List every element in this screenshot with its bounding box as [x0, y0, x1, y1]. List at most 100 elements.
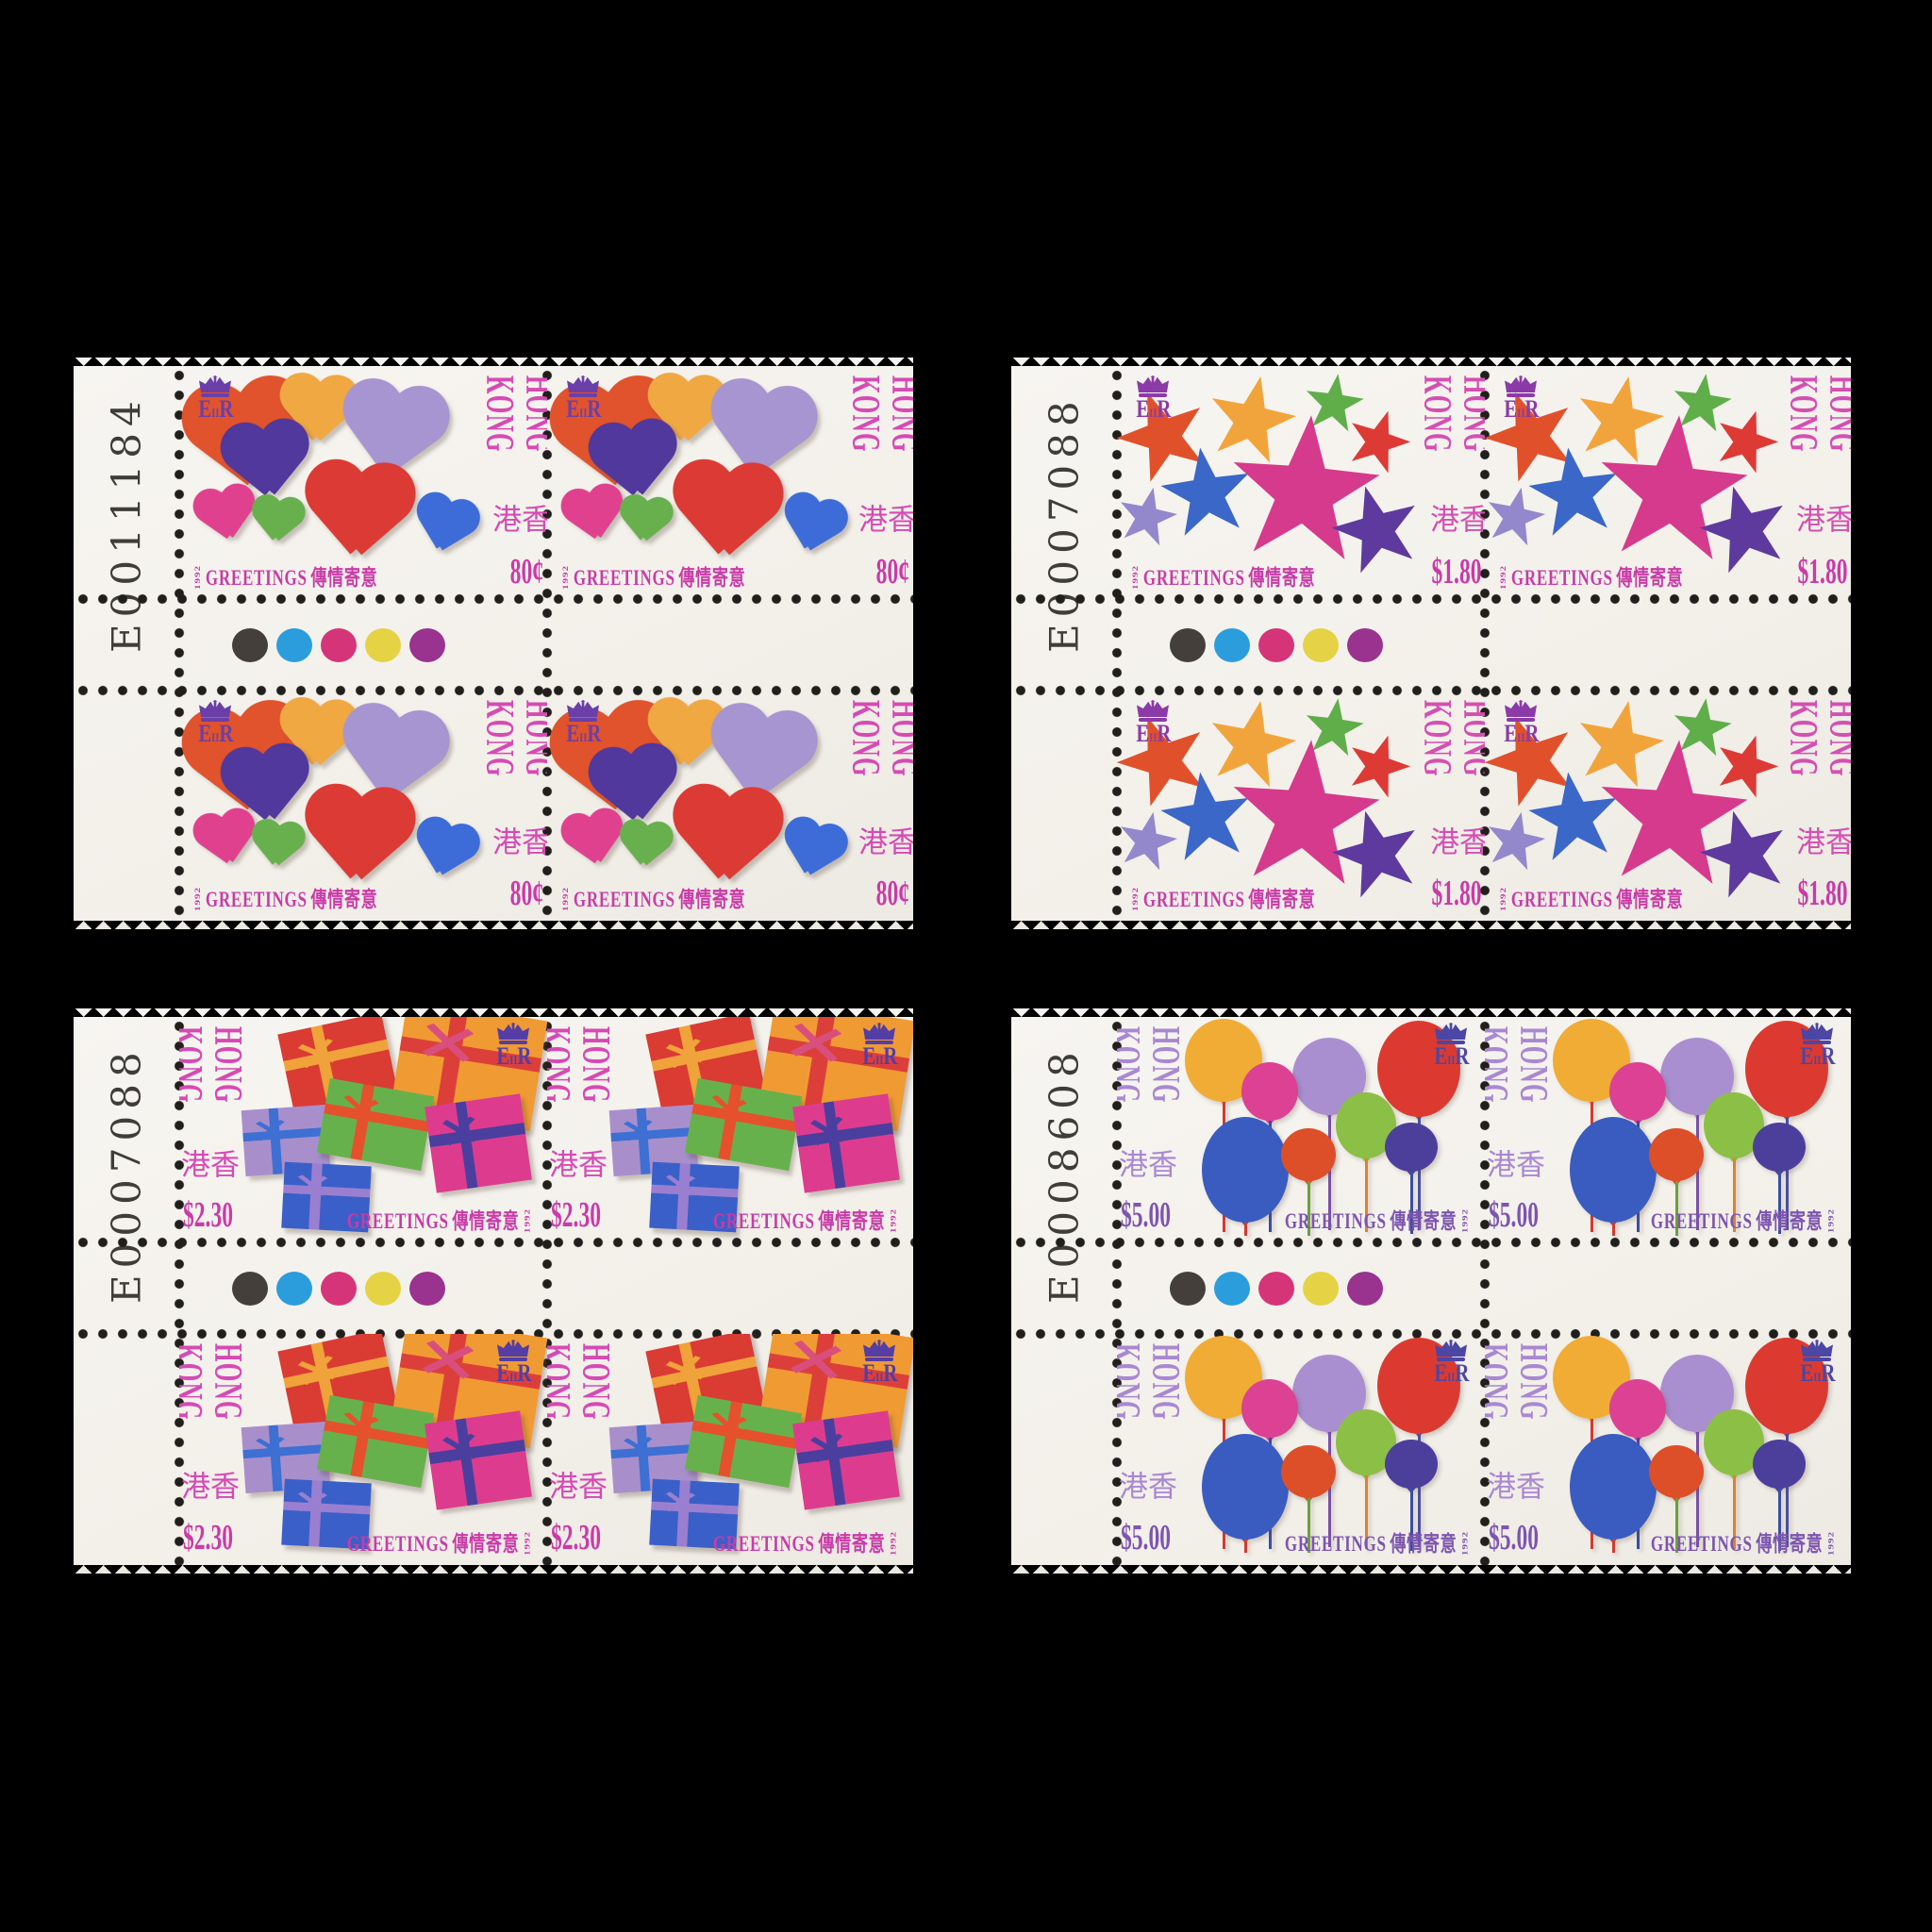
ribbon-bow	[790, 1340, 842, 1380]
heart-shape	[773, 491, 851, 565]
crown-band-icon	[569, 718, 597, 722]
greeting-text-en: GREETINGS	[1651, 1208, 1753, 1233]
stamp: EIIR HONG KONG 香港 $5.00 1992 GREETINGS 傳…	[1485, 1017, 1851, 1242]
stamp: EIIR HONG KONG 香港 $2.30 1992 GREETINGS 傳…	[179, 1017, 547, 1242]
color-dot	[1347, 627, 1383, 662]
heart-shape	[773, 815, 851, 890]
perforation-edge-bottom	[74, 1565, 913, 1574]
color-dot	[321, 627, 357, 662]
country-column: HONG KONG 香港 $5.00	[1117, 1343, 1187, 1556]
greeting-text-en: GREETINGS	[347, 1531, 449, 1556]
perforation-line-horizontal	[74, 685, 913, 696]
issue-year: 1992	[193, 565, 203, 590]
cypher-letters: EIIR	[496, 1042, 532, 1070]
balloon-shape	[1609, 1379, 1666, 1549]
stamp: EIIR HONG KONG 香港 80¢ 1992 GREETINGS 傳情寄…	[547, 366, 913, 599]
perforation-edge-right	[1851, 1017, 1859, 1565]
perforation-line-vertical	[174, 366, 185, 921]
ribbon-bow	[297, 1355, 338, 1386]
stamp: EIIR HONG KONG 香港 $1.80 1992 GREETINGS 傳…	[1485, 366, 1851, 599]
country-name-zh: 香港	[1117, 1470, 1176, 1506]
crown-band-icon	[1437, 1041, 1465, 1044]
greeting-text-zh: 傳情寄意	[1390, 1208, 1457, 1233]
ribbon-bow	[422, 1023, 475, 1063]
royal-cypher-eiir: EIIR	[1500, 375, 1541, 422]
heart-shape	[298, 462, 418, 574]
crown-icon	[1505, 700, 1537, 717]
issue-year: 1992	[1131, 565, 1141, 590]
greeting-text-en: GREETINGS	[205, 565, 308, 590]
crown-band-icon	[1507, 718, 1535, 722]
stamp-block-hearts-80c: E0011184 EIIR HONG KONG 香港 80¢ 1992 GREE…	[65, 358, 922, 929]
cypher-letters: EIIR	[862, 1359, 898, 1387]
heart-shape	[247, 495, 307, 551]
gift-box-shape	[792, 1093, 900, 1193]
country-column: HONG KONG 香港 80¢	[843, 375, 913, 590]
traffic-light-color-dots	[232, 627, 445, 662]
cypher-letters: EIIR	[862, 1042, 898, 1070]
royal-cypher-eiir: EIIR	[1796, 1023, 1838, 1069]
perforation-line-horizontal	[74, 1237, 913, 1248]
royal-cypher-eiir: EIIR	[194, 700, 236, 746]
greeting-text-zh: 傳情寄意	[818, 1208, 886, 1233]
heart-shape	[666, 787, 786, 898]
perforation-line-vertical	[541, 366, 553, 921]
country-name-zh: 香港	[1425, 826, 1485, 862]
royal-cypher-eiir: EIIR	[492, 1340, 534, 1386]
stamp: EIIR HONG KONG 香港 $5.00 1992 GREETINGS 傳…	[1117, 1334, 1485, 1565]
star-shape	[1338, 401, 1419, 482]
ribbon-bow	[256, 1120, 286, 1141]
ribbon-bow	[442, 1433, 478, 1463]
stamp: EIIR HONG KONG 香港 $5.00 1992 GREETINGS 傳…	[1485, 1334, 1851, 1565]
gutter-margin	[1011, 599, 1851, 691]
perforation-line-vertical	[1479, 366, 1491, 921]
issue-year: 1992	[524, 1531, 532, 1556]
perforation-edge-right	[913, 366, 922, 921]
balloon-shape	[1660, 1355, 1734, 1547]
greetings-line: 1992 GREETINGS 傳情寄意	[561, 565, 746, 590]
issue-year: 1992	[890, 1531, 898, 1556]
country-name-zh: 香港	[854, 826, 913, 862]
perforation-line-vertical	[1111, 366, 1123, 921]
balloon-shape	[1385, 1123, 1438, 1234]
denomination: $1.80	[1796, 552, 1847, 591]
greeting-text-zh: 傳情寄意	[452, 1208, 520, 1233]
denomination: $1.80	[1430, 552, 1481, 591]
crown-band-icon	[1803, 1357, 1831, 1361]
greeting-text-en: GREETINGS	[573, 887, 675, 911]
greeting-text-zh: 傳情寄意	[1616, 887, 1684, 911]
traffic-light-color-dots	[1170, 1271, 1383, 1306]
greeting-text-zh: 傳情寄意	[310, 565, 378, 590]
crown-icon	[199, 700, 231, 717]
denomination: 80¢	[875, 874, 909, 913]
balloon-shape	[1570, 1117, 1657, 1236]
crown-icon	[863, 1023, 895, 1040]
ribbon-bow	[708, 1094, 748, 1123]
greeting-text-zh: 傳情寄意	[1248, 887, 1316, 911]
stamp: EIIR HONG KONG 香港 $1.80 1992 GREETINGS 傳…	[1117, 366, 1485, 599]
traffic-light-color-dots	[232, 1271, 445, 1306]
country-column: HONG KONG 香港 $5.00	[1485, 1026, 1555, 1233]
star-shape	[1155, 441, 1259, 546]
balloon-shape	[1281, 1128, 1336, 1236]
country-name-zh: 香港	[1791, 504, 1851, 540]
balloon-shape	[1609, 1062, 1666, 1232]
greeting-text-zh: 傳情寄意	[678, 565, 746, 590]
royal-cypher-eiir: EIIR	[1796, 1340, 1838, 1386]
ribbon-bow	[297, 1038, 338, 1069]
country-name-zh: 香港	[1425, 504, 1485, 540]
country-column: HONG KONG 香港 $2.30	[179, 1026, 249, 1233]
heart-shape	[666, 462, 786, 574]
crown-band-icon	[1507, 393, 1535, 397]
color-dot	[409, 627, 445, 662]
country-name-zh: 香港	[1791, 826, 1851, 862]
greeting-text-zh: 傳情寄意	[310, 887, 378, 911]
perforation-line-vertical	[1111, 1017, 1123, 1565]
country-name-zh: 香港	[179, 1149, 239, 1185]
ribbon-bow	[422, 1340, 475, 1380]
stamp: EIIR HONG KONG 香港 $2.30 1992 GREETINGS 傳…	[547, 1017, 913, 1242]
ribbon-bow	[256, 1437, 286, 1458]
perforation-line-horizontal	[1011, 593, 1851, 605]
crown-icon	[1435, 1340, 1467, 1357]
stamp-cell: EIIR HONG KONG 香港 $2.30 1992 GREETINGS 傳…	[179, 1334, 547, 1565]
